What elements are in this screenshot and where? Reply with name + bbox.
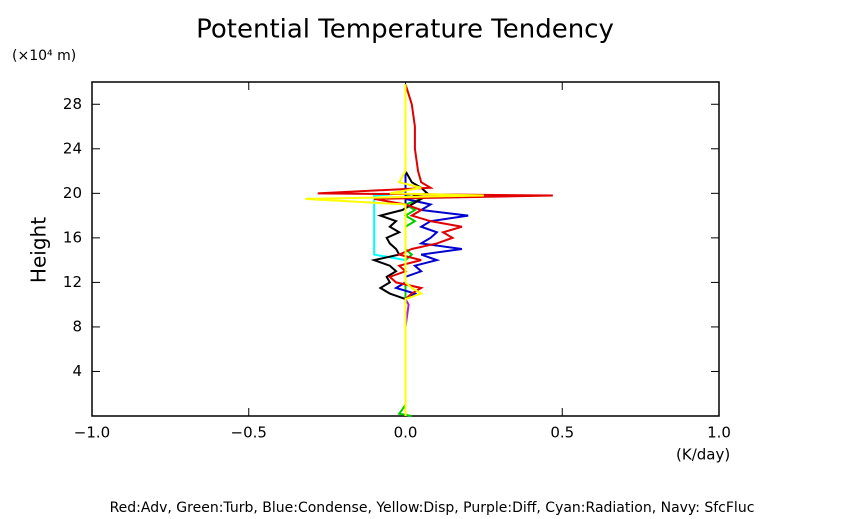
x-tick-label: 1.0 [707, 424, 731, 442]
chart-title: Potential Temperature Tendency [196, 15, 614, 45]
x-tick-label: 0.0 [394, 424, 418, 442]
profile-line [373, 84, 407, 416]
y-tick-label: 4 [72, 362, 82, 380]
legend-text: Red:Adv, Green:Turb, Blue:Condense, Yell… [110, 500, 755, 516]
y-tick-label: 24 [63, 139, 82, 157]
y-tick-label: 20 [63, 184, 82, 202]
profile-line [370, 84, 430, 416]
x-tick-label: −0.5 [231, 424, 267, 442]
y-tick-label: 12 [63, 273, 82, 291]
y-tick-label: 16 [63, 228, 82, 246]
y-tick-label: 28 [63, 95, 82, 113]
x-axis-label: (K/day) [676, 446, 730, 464]
x-tick-label: −1.0 [74, 424, 110, 442]
profile-line [305, 84, 484, 416]
x-tick-label: 0.5 [550, 424, 574, 442]
profile-line [317, 83, 553, 416]
y-axis-label: Height [27, 217, 51, 283]
y-unit-label: (×10⁴ m) [12, 48, 76, 64]
y-tick-label: 8 [72, 317, 82, 335]
